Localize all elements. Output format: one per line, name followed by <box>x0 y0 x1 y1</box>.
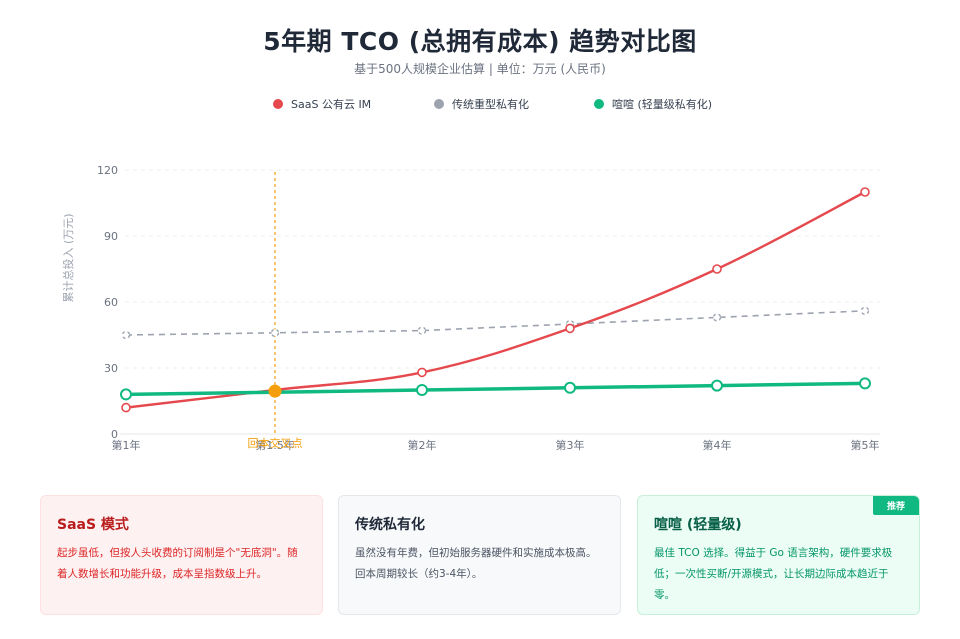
y-tick-label: 120 <box>97 164 118 177</box>
card-title: 传统私有化 <box>355 517 425 533</box>
legend-dot-icon <box>594 99 604 109</box>
crossover-point-icon <box>268 384 282 398</box>
y-tick-label: 0 <box>111 428 118 441</box>
x-tick-label: 第1.5年 <box>255 438 295 452</box>
data-point-saas <box>860 187 870 197</box>
y-axis-title: 累计总投入 (万元) <box>61 213 75 302</box>
data-point-traditional <box>270 328 280 337</box>
y-tick-label: 90 <box>104 230 118 243</box>
data-point-xuanxuan <box>416 384 428 396</box>
data-point-traditional <box>417 326 427 335</box>
y-tick-label: 60 <box>104 296 118 309</box>
x-tick-label: 第4年 <box>703 438 732 452</box>
data-point-traditional <box>860 306 870 315</box>
legend-item-traditional[interactable]: 传统重型私有化 <box>434 96 529 112</box>
data-point-saas <box>712 264 722 274</box>
data-point-traditional <box>712 313 722 322</box>
page-subtitle: 基于500人规模企业估算 | 单位：万元 (人民币) <box>354 62 606 76</box>
data-point-saas <box>565 323 575 334</box>
y-tick-label: 30 <box>104 362 118 375</box>
chart-canvas: 0 30 60 90 120 累计总投入 (万元) 第1年 第1.5年 第2年 第3年 第4年 第5年… <box>61 164 880 452</box>
card-body: 最佳 TCO 选择。得益于 Go 语言架构，硬件要求极低；一次性买断/开源模式，… <box>654 547 893 601</box>
page-title: 5年期 TCO (总拥有成本) 趋势对比图 <box>263 27 697 56</box>
legend-dot-icon <box>273 99 283 109</box>
legend-dot-icon <box>434 99 444 109</box>
x-tick-label: 第5年 <box>851 438 880 452</box>
card-traditional: 传统私有化 虽然没有年费，但初始服务器硬件和实施成本极高。回本周期较长（约3-4… <box>338 495 621 615</box>
card-title: SaaS 模式 <box>57 517 129 533</box>
x-tick-label: 第2年 <box>408 438 437 452</box>
data-point-saas <box>417 367 427 378</box>
data-point-xuanxuan <box>120 388 132 401</box>
card-body: 起步虽低，但按人头收费的订阅制是个"无底洞"。随着人数增长和功能升级，成本呈指数… <box>57 547 298 580</box>
series-line-saas <box>125 190 866 409</box>
card-saas: SaaS 模式 起步虽低，但按人头收费的订阅制是个"无底洞"。随着人数增长和功能… <box>40 495 323 615</box>
x-tick-label: 第3年 <box>556 438 585 452</box>
chart-legend: SaaS 公有云 IM 传统重型私有化 喧喧 (轻量级私有化) <box>0 96 960 112</box>
data-point-xuanxuan <box>859 377 871 390</box>
x-tick-label: 第1年 <box>112 438 141 452</box>
card-xuanxuan: 推荐 喧喧 (轻量级) 最佳 TCO 选择。得益于 Go 语言架构，硬件要求极低… <box>637 495 920 615</box>
card-body: 虽然没有年费，但初始服务器硬件和实施成本极高。回本周期较长（约3-4年）。 <box>355 547 597 580</box>
data-point-traditional <box>121 330 131 340</box>
series-line-traditional <box>125 310 866 336</box>
data-point-saas <box>121 402 131 413</box>
legend-label: SaaS 公有云 IM <box>291 98 372 111</box>
card-title: 喧喧 (轻量级) <box>654 517 742 533</box>
legend-label: 传统重型私有化 <box>452 98 529 111</box>
tco-line-chart: 0 30 60 90 120 累计总投入 (万元) 第1年 第1.5年 第2年 第3年 第4年 第5年… <box>0 150 960 460</box>
legend-item-saas[interactable]: SaaS 公有云 IM <box>273 96 371 112</box>
series-line-xuanxuan <box>125 381 866 397</box>
data-point-xuanxuan <box>711 379 723 392</box>
recommended-badge: 推荐 <box>872 496 919 515</box>
crossover-annotation-label: 回本交叉点 <box>248 436 303 450</box>
data-point-xuanxuan <box>564 381 576 394</box>
legend-item-xuanxuan[interactable]: 喧喧 (轻量级私有化) <box>594 96 712 112</box>
legend-label: 喧喧 (轻量级私有化) <box>612 98 713 111</box>
